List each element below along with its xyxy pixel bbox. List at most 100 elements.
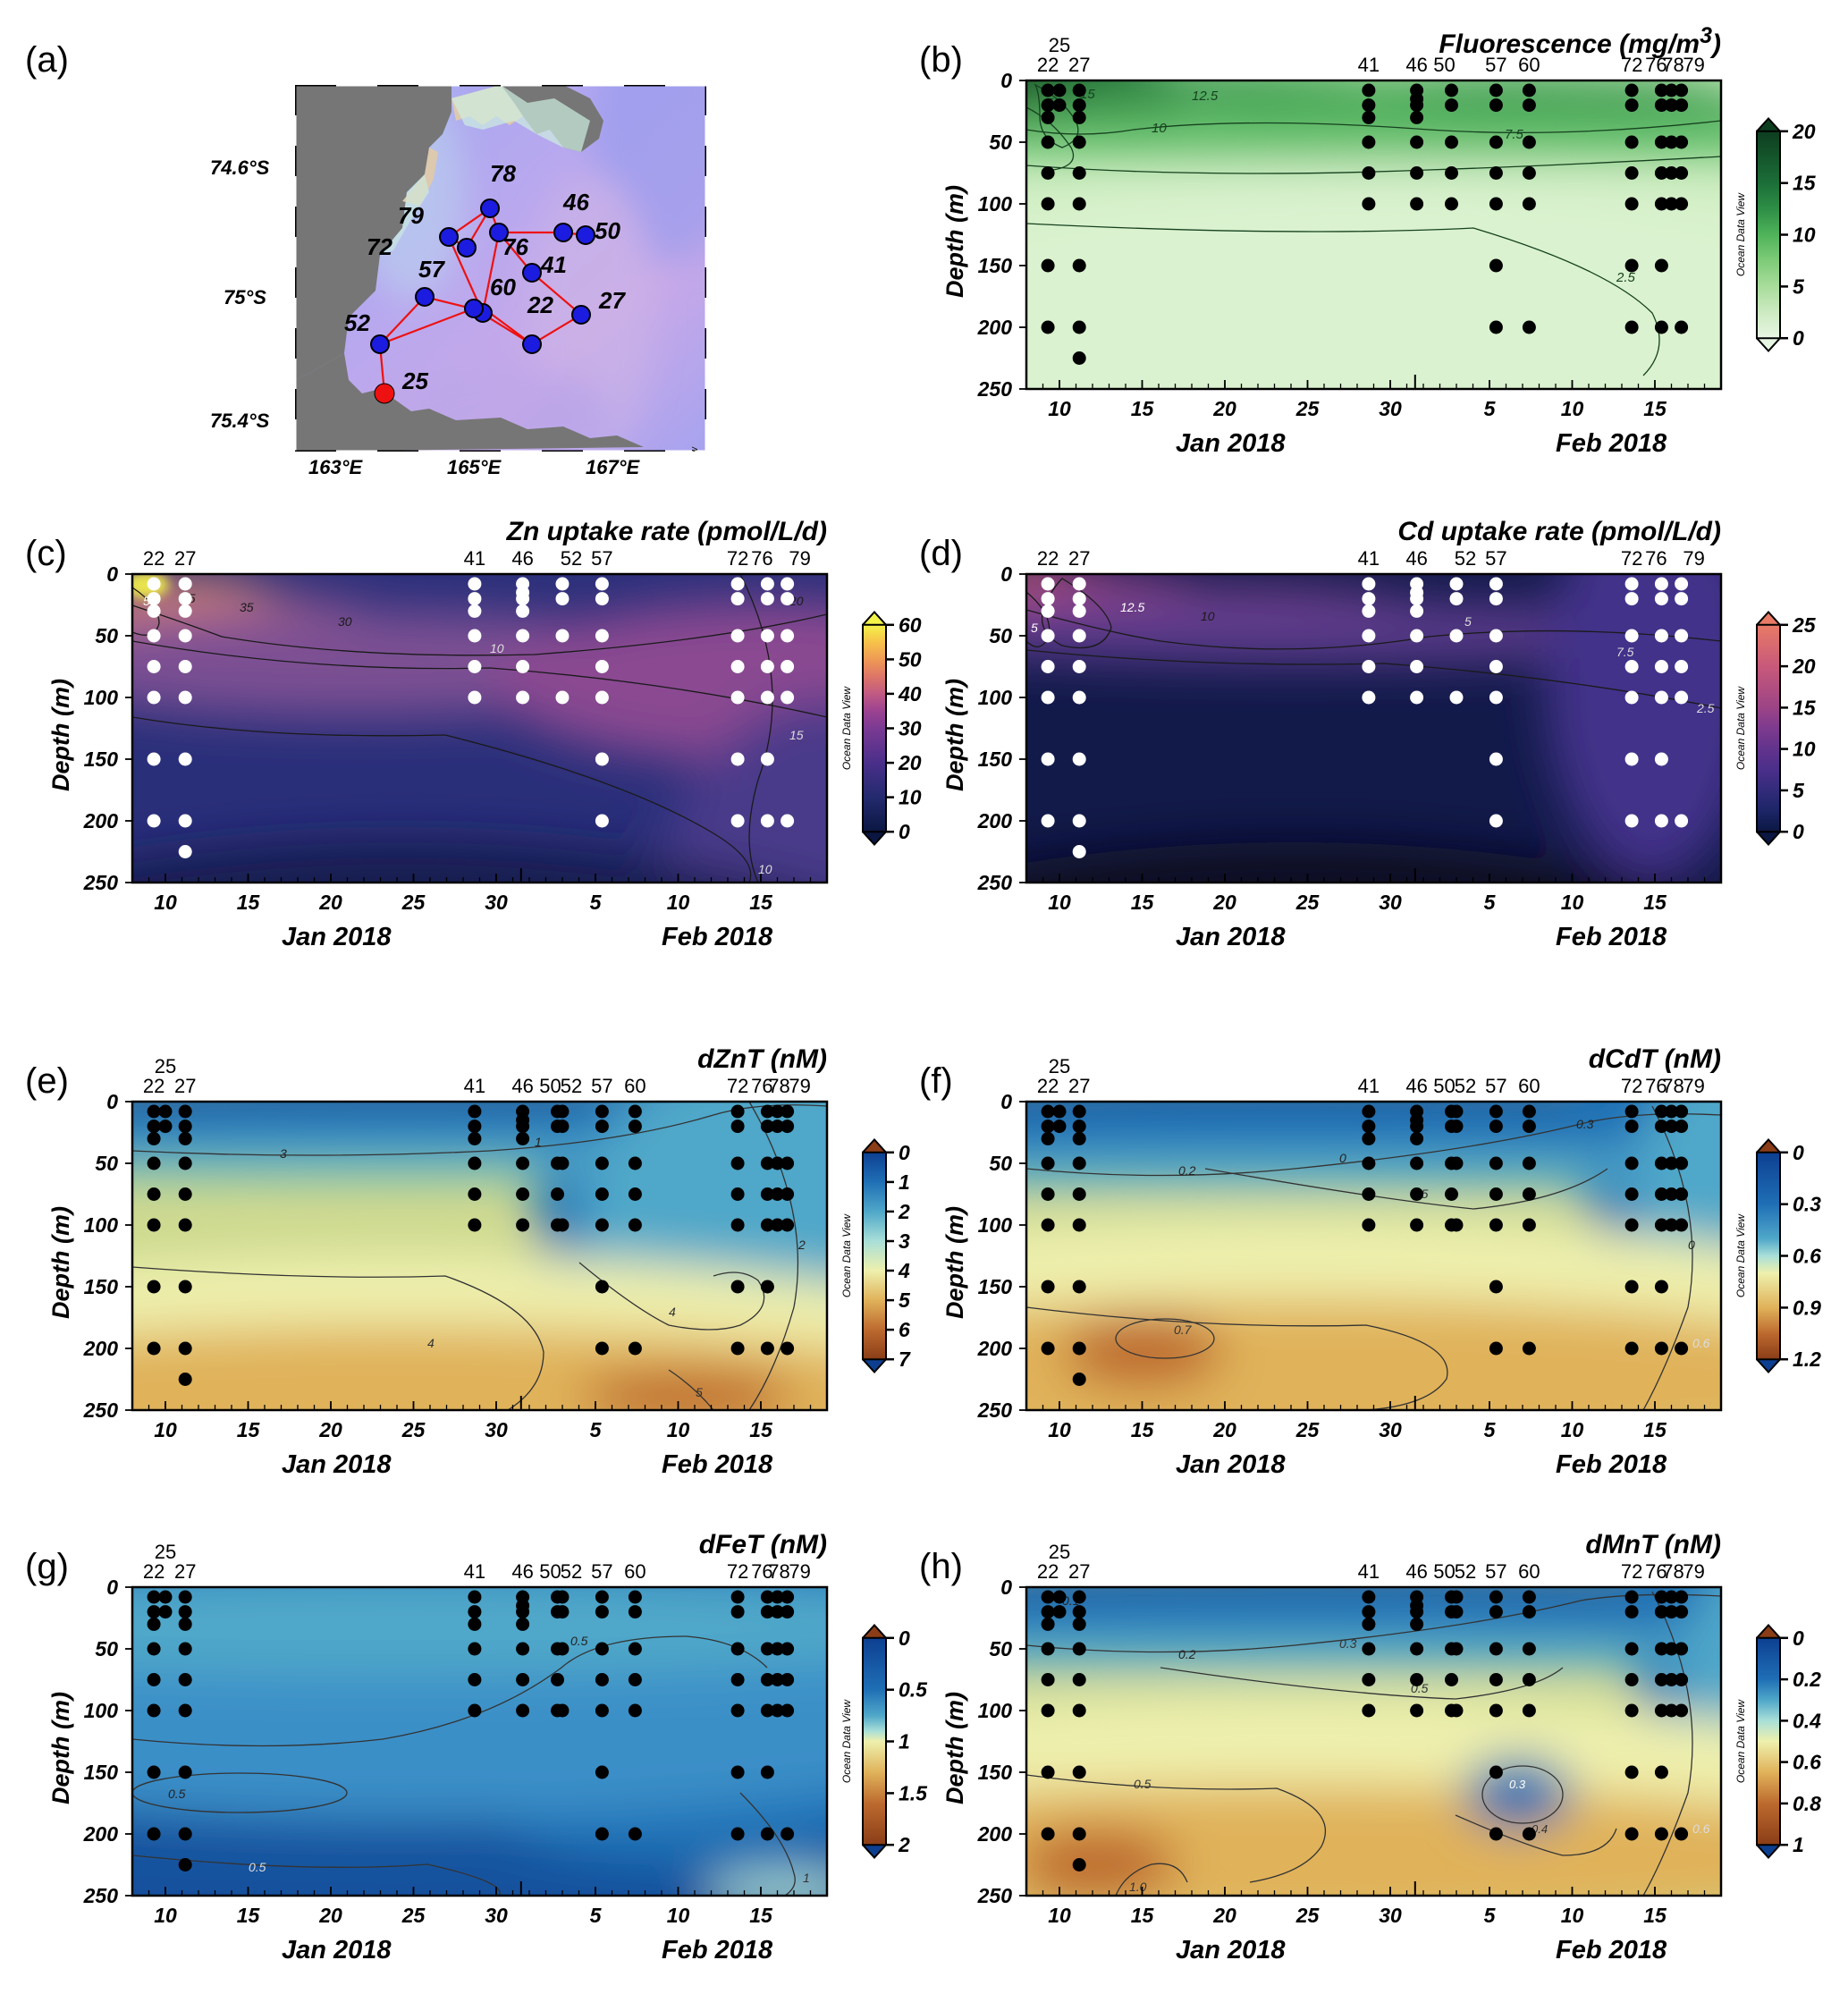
svg-text:22: 22 xyxy=(1037,547,1059,570)
svg-text:0.4: 0.4 xyxy=(1793,1709,1821,1732)
svg-text:4: 4 xyxy=(898,1259,910,1282)
svg-text:0.3: 0.3 xyxy=(1509,1778,1526,1791)
svg-text:150: 150 xyxy=(978,254,1013,277)
svg-text:100: 100 xyxy=(84,1699,119,1722)
svg-text:50: 50 xyxy=(95,1152,118,1175)
svg-text:20: 20 xyxy=(318,1418,342,1441)
svg-text:22: 22 xyxy=(1037,1560,1059,1583)
svg-text:5: 5 xyxy=(590,1418,603,1441)
svg-text:50: 50 xyxy=(989,1637,1012,1660)
svg-text:41: 41 xyxy=(464,1075,485,1097)
svg-text:25: 25 xyxy=(1295,1418,1321,1441)
svg-text:27: 27 xyxy=(1068,547,1090,570)
svg-text:72: 72 xyxy=(1621,1075,1642,1097)
svg-text:200: 200 xyxy=(977,316,1013,339)
svg-text:200: 200 xyxy=(977,1822,1013,1846)
svg-text:2: 2 xyxy=(898,1200,910,1223)
svg-text:150: 150 xyxy=(978,1275,1013,1298)
svg-text:1: 1 xyxy=(535,1135,542,1149)
svg-text:20: 20 xyxy=(318,1904,342,1927)
svg-text:0: 0 xyxy=(1688,1238,1695,1252)
svg-text:79: 79 xyxy=(398,202,424,229)
svg-text:57: 57 xyxy=(591,547,612,570)
svg-text:72: 72 xyxy=(1621,54,1642,76)
svg-text:57: 57 xyxy=(591,1560,612,1583)
svg-text:2: 2 xyxy=(797,1238,806,1252)
svg-text:5: 5 xyxy=(1484,1418,1497,1441)
svg-text:15: 15 xyxy=(1793,696,1817,719)
svg-text:15: 15 xyxy=(1643,1904,1667,1927)
svg-text:30: 30 xyxy=(485,1418,508,1441)
svg-text:5: 5 xyxy=(1484,891,1497,914)
svg-text:20: 20 xyxy=(318,891,342,914)
svg-text:30: 30 xyxy=(1379,1418,1402,1441)
svg-text:46: 46 xyxy=(1405,1075,1427,1097)
svg-text:78: 78 xyxy=(1662,1560,1683,1583)
svg-text:40: 40 xyxy=(898,682,922,706)
svg-text:30: 30 xyxy=(1379,1904,1402,1927)
svg-text:7.5: 7.5 xyxy=(1616,645,1634,659)
svg-text:46: 46 xyxy=(1405,1560,1427,1583)
svg-text:15: 15 xyxy=(1643,891,1667,914)
svg-text:78: 78 xyxy=(1662,54,1683,76)
svg-text:5: 5 xyxy=(1793,275,1805,298)
svg-text:30: 30 xyxy=(899,717,922,740)
svg-text:25: 25 xyxy=(1295,1904,1321,1927)
svg-text:1: 1 xyxy=(899,1170,910,1194)
svg-text:2.5: 2.5 xyxy=(1696,701,1715,715)
svg-text:5: 5 xyxy=(1031,621,1038,635)
svg-text:41: 41 xyxy=(1358,547,1380,570)
svg-text:12.5: 12.5 xyxy=(1120,600,1144,614)
svg-text:0: 0 xyxy=(899,1626,910,1650)
svg-text:79: 79 xyxy=(1683,54,1704,76)
svg-text:100: 100 xyxy=(84,1213,119,1237)
svg-text:200: 200 xyxy=(83,1822,119,1846)
svg-text:20: 20 xyxy=(1212,891,1236,914)
svg-text:50: 50 xyxy=(989,131,1012,154)
svg-text:Ocean Data View: Ocean Data View xyxy=(1734,1213,1747,1297)
svg-text:15: 15 xyxy=(749,1418,773,1441)
svg-text:Ocean Data View: Ocean Data View xyxy=(1734,686,1747,770)
svg-text:60: 60 xyxy=(624,1560,646,1583)
svg-text:76: 76 xyxy=(751,547,772,570)
svg-text:200: 200 xyxy=(977,809,1013,832)
svg-text:50: 50 xyxy=(1433,1560,1455,1583)
svg-text:25: 25 xyxy=(401,1418,426,1441)
svg-text:15: 15 xyxy=(1131,397,1155,420)
svg-text:52: 52 xyxy=(1455,1560,1476,1583)
svg-text:41: 41 xyxy=(540,251,567,278)
svg-text:0: 0 xyxy=(106,1576,118,1599)
svg-text:79: 79 xyxy=(1683,1075,1704,1097)
svg-text:22: 22 xyxy=(143,1075,165,1097)
svg-text:60: 60 xyxy=(490,274,516,300)
svg-text:25: 25 xyxy=(155,1055,176,1077)
svg-text:25: 25 xyxy=(1792,613,1817,637)
svg-text:150: 150 xyxy=(84,1761,119,1784)
svg-text:50: 50 xyxy=(1433,54,1455,76)
svg-text:35: 35 xyxy=(240,600,254,614)
svg-text:27: 27 xyxy=(1068,54,1090,76)
svg-text:72: 72 xyxy=(367,233,392,260)
svg-text:25: 25 xyxy=(155,1541,176,1563)
svg-text:150: 150 xyxy=(84,748,119,771)
svg-text:46: 46 xyxy=(511,547,533,570)
svg-text:27: 27 xyxy=(598,287,626,314)
svg-text:150: 150 xyxy=(978,1761,1013,1784)
svg-text:250: 250 xyxy=(83,1884,119,1907)
svg-text:10: 10 xyxy=(1561,1904,1584,1927)
svg-text:0: 0 xyxy=(106,562,118,586)
svg-text:46: 46 xyxy=(511,1560,533,1583)
svg-text:Ocean Data View: Ocean Data View xyxy=(1734,192,1747,276)
svg-text:20: 20 xyxy=(1792,655,1816,678)
svg-text:25: 25 xyxy=(1049,34,1070,56)
svg-text:20: 20 xyxy=(1212,1904,1236,1927)
svg-text:10: 10 xyxy=(154,1904,177,1927)
svg-text:15: 15 xyxy=(1793,172,1817,195)
svg-text:76: 76 xyxy=(502,233,528,260)
svg-text:72: 72 xyxy=(1621,1560,1642,1583)
svg-text:5: 5 xyxy=(1484,397,1497,420)
svg-text:0.5: 0.5 xyxy=(1134,1777,1152,1791)
svg-text:22: 22 xyxy=(527,291,553,318)
svg-text:15: 15 xyxy=(749,891,773,914)
svg-text:46: 46 xyxy=(511,1075,533,1097)
